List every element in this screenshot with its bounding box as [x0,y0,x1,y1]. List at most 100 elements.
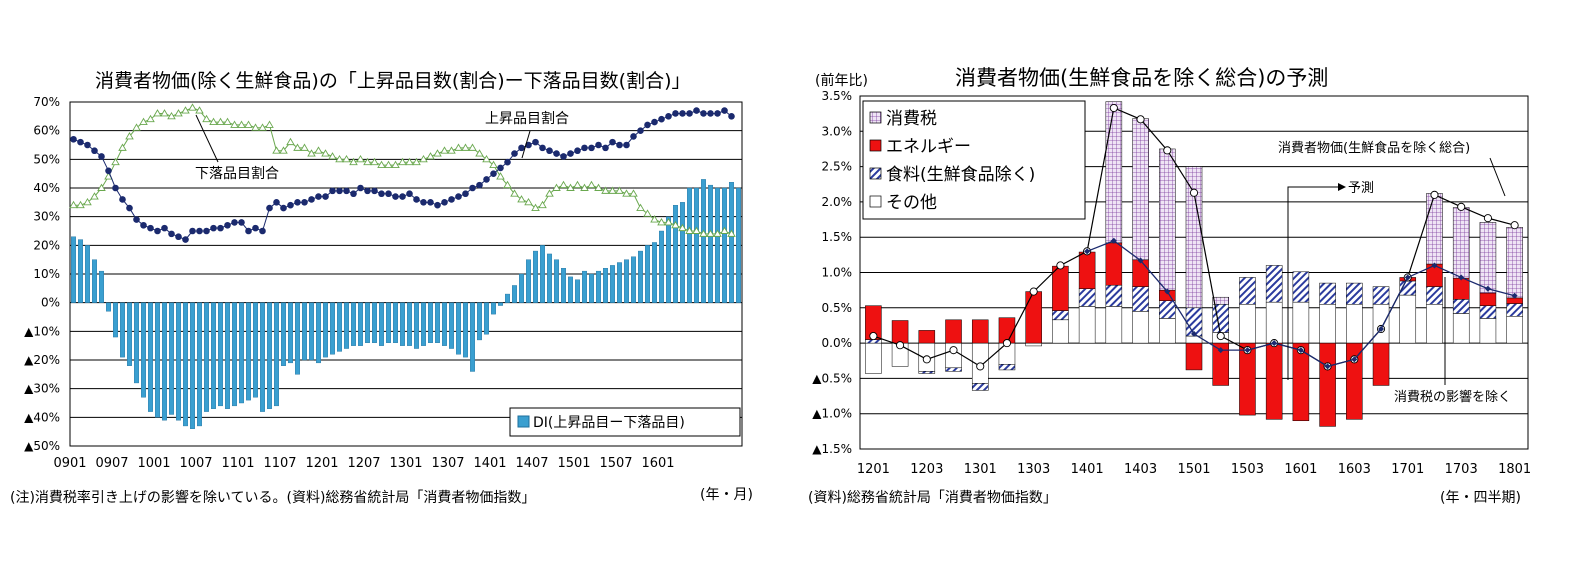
y-tick-label: 30% [33,210,60,224]
di-bar [729,182,734,303]
annotation-leader [1489,157,1506,197]
total-cpi-point [949,346,958,355]
rising-share-annotation: 上昇品目割合 [485,110,569,127]
tax-bar [1426,193,1443,265]
food-bar [1319,282,1336,305]
food-bar [1426,286,1443,305]
falling-share-point [293,143,302,151]
x-tick-label: 1407 [515,456,548,471]
y-tick-label: 1.0% [822,266,853,280]
excl-tax-point [1297,347,1304,354]
x-tick-label: 1001 [137,456,170,471]
rising-share-point [651,118,658,126]
forecast-annotation: 予測 [1348,181,1374,196]
other-bar [1346,304,1363,344]
di-bar [582,270,587,303]
di-bar [435,302,440,343]
falling-share-point [335,154,344,163]
falling-share-point [650,215,659,223]
rising-share-point [476,181,483,189]
falling-share-point [111,157,120,166]
rising-share-point [322,193,329,200]
falling-share-point [244,120,253,128]
rising-share-point [280,204,287,212]
di-bar [372,302,377,343]
rising-share-point [644,121,651,129]
falling-share-point [587,180,596,189]
rising-share-point [336,187,343,195]
rising-share-point [567,150,574,157]
legend-label: 消費税 [886,109,937,129]
x-tick-label: 1601 [1284,462,1317,477]
left-chart-note: (注)消費税率引き上げの影響を除いている。(資料)総務省統計局「消費者物価指数」 [10,490,536,506]
di-bar [519,273,524,303]
legend-swatch [869,195,882,208]
rising-share-point [112,184,119,192]
rising-share-point [721,107,728,114]
energy-bar [945,319,962,344]
other-bar [1105,306,1123,344]
di-bar [694,187,699,303]
falling-share-point [608,186,617,194]
falling-share-point [237,120,246,128]
falling-share-point [279,146,288,154]
falling-share-point [90,192,99,200]
rising-share-point [371,187,378,195]
falling-share-point [594,183,603,191]
y-tick-label: 40% [33,181,60,195]
legend-swatch [869,167,882,180]
di-bar [78,239,83,303]
y-tick-label: 3.0% [822,124,853,138]
energy-bar [1185,342,1203,371]
di-bar [477,302,482,341]
di-bar [470,302,475,372]
excl-tax-point [1137,257,1144,264]
di-bar [148,302,153,412]
y-tick-label: ▲10% [24,324,60,338]
falling-share-annotation: 下落品目割合 [195,165,279,182]
di-bar [379,302,384,346]
falling-share-point [727,229,736,237]
rising-share-point [707,110,714,117]
x-tick-label: 1301 [964,462,997,477]
rising-share-point [91,147,98,155]
di-bar [400,302,405,346]
rising-share-point [427,199,434,206]
total-cpi-point [976,362,985,371]
excl-tax-annotation: 消費税の影響を除く [1394,389,1511,405]
di-bar [414,302,419,349]
rising-share-point [602,144,609,152]
di-bar [428,302,433,343]
x-tick-label: 1307 [431,456,464,471]
excl-tax-point [1458,274,1465,281]
other-bar [1372,304,1390,344]
x-tick-label: 1701 [1391,462,1424,477]
total-cpi-point [1056,261,1065,270]
falling-share-point [601,186,610,194]
energy-bar [1319,342,1336,427]
x-tick-label: 1503 [1231,462,1264,477]
rising-share-point [350,190,357,198]
rising-share-point [245,227,252,235]
di-bar [183,302,188,427]
x-tick-label: 1203 [910,462,943,477]
falling-share-point [195,106,204,114]
falling-share-point [636,203,645,212]
di-bar [92,259,97,303]
x-tick-label: 1007 [179,456,212,471]
falling-share-point [468,143,477,151]
rising-share-point [196,227,203,235]
other-bar [1052,319,1069,344]
left-x-unit: (年・月) [700,487,753,503]
rising-share-point [154,227,161,235]
rising-share-point [413,196,420,203]
rising-share-point [301,199,308,206]
plot-frame [859,95,1529,450]
falling-share-point [426,152,435,160]
rising-share-point [546,147,553,155]
falling-share-point [272,146,281,154]
energy-bar [1052,265,1069,311]
right-chart-source: (資料)総務省統計局「消費者物価指数」 [808,490,1057,506]
falling-share-point [412,157,421,166]
food-bar [1292,271,1310,303]
